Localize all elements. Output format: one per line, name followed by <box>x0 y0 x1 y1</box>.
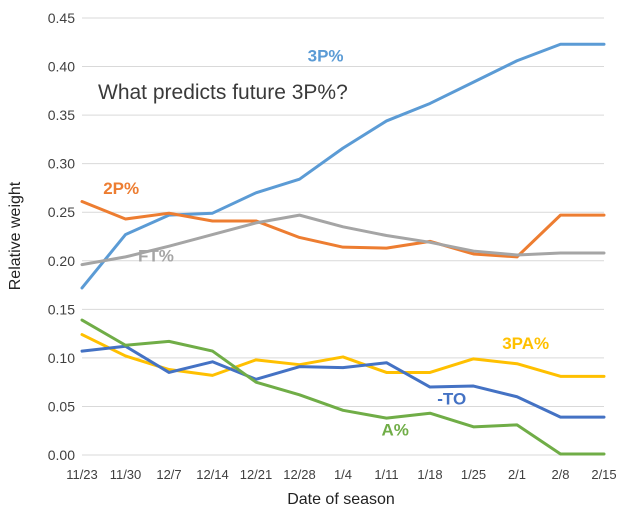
series-line-to <box>80 344 606 419</box>
series-label: -TO <box>437 390 466 409</box>
series-line-ft <box>80 213 606 267</box>
series-line-3p <box>80 42 606 290</box>
series-label: 2P% <box>103 179 139 198</box>
x-tick-label: 12/21 <box>240 467 273 482</box>
series-lines <box>80 42 606 456</box>
x-tick-label: 11/23 <box>66 467 98 482</box>
y-tick-label: 0.25 <box>48 204 75 220</box>
series-line-a <box>80 318 606 456</box>
x-tick-label: 2/8 <box>551 467 569 482</box>
x-tick-label: 1/18 <box>417 467 442 482</box>
series-line-2p <box>80 200 606 259</box>
x-tick-label: 12/7 <box>156 467 181 482</box>
x-tick-label: 1/25 <box>461 467 486 482</box>
series-line-3pa <box>80 333 606 378</box>
y-tick-label: 0.15 <box>48 301 75 317</box>
series-label: 3PA% <box>502 334 549 353</box>
x-tick-label: 2/15 <box>591 467 616 482</box>
x-tick-label: 2/1 <box>508 467 526 482</box>
y-tick-label: 0.05 <box>48 398 75 414</box>
series-label: A% <box>381 421 408 440</box>
series-label: 3P% <box>308 47 344 66</box>
y-tick-label: 0.30 <box>48 156 75 172</box>
y-tick-label: 0.35 <box>48 107 75 123</box>
x-tick-label: 12/14 <box>196 467 229 482</box>
series-label: FT% <box>138 247 174 266</box>
y-tick-label: 0.10 <box>48 350 75 366</box>
y-tick-label: 0.20 <box>48 253 75 269</box>
x-tick-label: 12/28 <box>283 467 316 482</box>
x-tick-label: 1/4 <box>334 467 352 482</box>
x-tick-label: 1/11 <box>374 467 398 482</box>
y-tick-label: 0.00 <box>48 447 75 463</box>
y-tick-label: 0.45 <box>48 10 75 26</box>
y-tick-label: 0.40 <box>48 59 75 75</box>
x-tick-label: 11/30 <box>110 467 142 482</box>
y-axis-title: Relative weight <box>7 181 24 290</box>
x-axis-title: Date of season <box>287 491 395 508</box>
series-labels: 3P% 2P% FT% 3PA% -TO A% <box>103 47 549 440</box>
y-axis-ticks: 0.00 0.05 0.10 0.15 0.20 0.25 0.30 0.35 0.40 0.45 <box>48 10 75 463</box>
x-axis-ticks: 11/23 11/30 12/7 12/14 12/21 12/28 1/4 1/11 1/18… <box>66 467 616 482</box>
chart-annotation: What predicts future 3P%? <box>98 81 348 104</box>
